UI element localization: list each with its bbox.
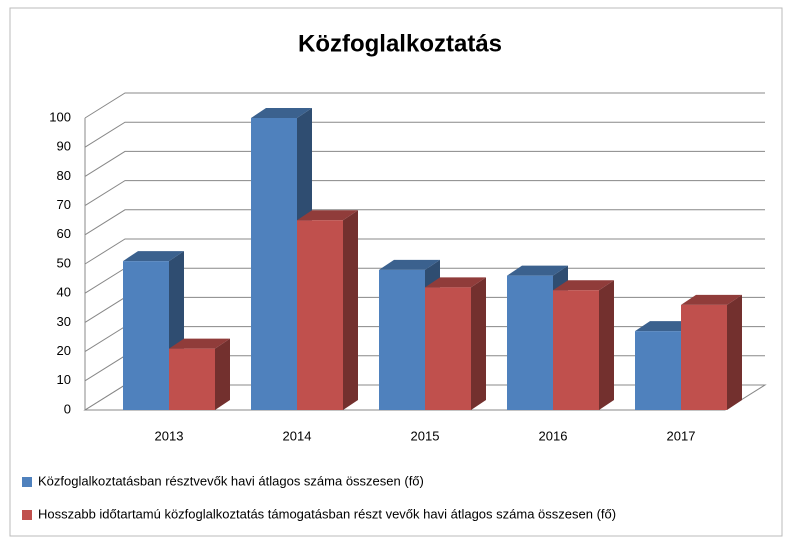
bar-face [343,210,358,410]
bar-face [425,287,471,410]
legend-swatch [22,510,32,520]
grid-line [84,180,765,207]
bar [425,277,486,410]
x-tick-label: 2015 [411,428,440,443]
bar [297,210,358,410]
bar-face [507,275,553,410]
bar-face [123,261,169,410]
legend-label: Közfoglalkoztatásban résztvevők havi átl… [38,473,424,488]
bar-face [379,259,440,270]
y-tick-label: 40 [57,285,71,300]
y-tick-label: 80 [57,168,71,183]
y-tick-label: 30 [57,314,71,329]
bar-face [169,338,230,349]
y-tick-label: 0 [64,401,71,416]
bar-face [635,331,681,410]
bar [169,338,230,410]
bar-face [379,269,425,410]
bar-face [215,338,230,410]
grid-line [84,92,765,119]
bar [553,280,614,410]
grid-line [84,150,765,177]
bar-face [681,294,742,305]
y-tick-label: 70 [57,197,71,212]
y-tick-label: 100 [49,109,71,124]
bar-face [507,265,568,276]
bar-face [251,118,297,410]
y-tick-label: 10 [57,372,71,387]
legend-label: Hosszabb időtartamú közfoglalkoztatás tá… [38,506,616,521]
y-tick-label: 90 [57,139,71,154]
bar-face [599,280,614,410]
grid-line [84,238,765,265]
bar-face [471,277,486,410]
bar-face [123,251,184,262]
y-tick-label: 50 [57,255,71,270]
legend-swatch [22,477,32,487]
bar-face [425,277,486,288]
y-tick-label: 20 [57,343,71,358]
bar-face [297,210,358,221]
y-tick-label: 60 [57,226,71,241]
bar-face [169,348,215,410]
grid-line [84,121,765,148]
bar-face [553,290,599,410]
grid-line [84,209,765,236]
bar-face [681,304,727,410]
bar-face [251,108,312,118]
chart-title: Közfoglalkoztatás [298,30,502,57]
bar [681,294,742,410]
x-tick-label: 2016 [539,428,568,443]
bar-face [297,220,343,410]
x-tick-label: 2014 [283,428,312,443]
bar-face [635,321,696,332]
bar-face [553,280,614,291]
x-tick-label: 2013 [155,428,184,443]
bar-face [727,294,742,410]
x-tick-label: 2017 [667,428,696,443]
